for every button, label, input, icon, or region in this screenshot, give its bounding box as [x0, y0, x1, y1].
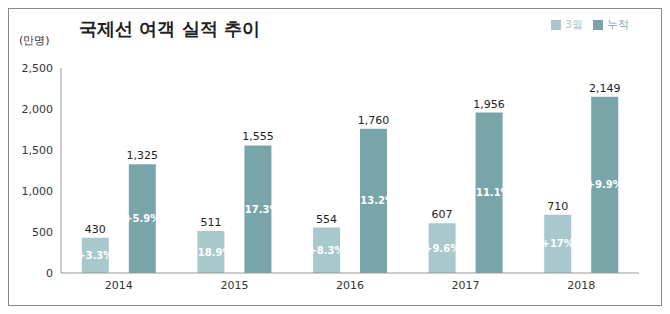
svg-text:1,325: 1,325 — [127, 149, 159, 162]
html-text:3월: 3월 — [565, 18, 583, 31]
svg-text:+3.3%: +3.3% — [77, 250, 113, 261]
svg-text:2016: 2016 — [336, 279, 364, 292]
svg-text:2014: 2014 — [105, 279, 133, 292]
svg-text:2017: 2017 — [452, 279, 480, 292]
svg-text:1,956: 1,956 — [473, 98, 505, 111]
svg-text:1,000: 1,000 — [22, 185, 54, 198]
svg-text:2018: 2018 — [567, 279, 595, 292]
svg-text:710: 710 — [547, 200, 568, 213]
svg-text:607: 607 — [432, 208, 453, 221]
svg-text:1,555: 1,555 — [242, 130, 274, 143]
svg-text:2,500: 2,500 — [22, 62, 54, 75]
svg-text:511: 511 — [200, 216, 221, 229]
svg-text:+17.3%: +17.3% — [236, 204, 279, 215]
svg-text:0: 0 — [46, 267, 53, 280]
svg-text:1,760: 1,760 — [358, 114, 390, 127]
svg-text:+8.3%: +8.3% — [308, 245, 344, 256]
svg-text:500: 500 — [32, 226, 53, 239]
svg-text:2015: 2015 — [220, 279, 248, 292]
svg-text:+9.6%: +9.6% — [424, 243, 460, 254]
svg-text:+13.2%: +13.2% — [352, 195, 395, 206]
svg-text:+5.9%: +5.9% — [124, 213, 160, 224]
html-text:누적: 누적 — [607, 18, 629, 31]
svg-text:2,149: 2,149 — [589, 82, 621, 95]
svg-text:+9.9%: +9.9% — [587, 179, 623, 190]
svg-text:+11.1%: +11.1% — [468, 187, 511, 198]
svg-text:430: 430 — [85, 223, 106, 236]
html-text:국제선 여객 실적 추이: 국제선 여객 실적 추이 — [79, 18, 260, 39]
svg-text:2,000: 2,000 — [22, 103, 54, 116]
svg-text:1,500: 1,500 — [22, 144, 54, 157]
svg-text:+17%: +17% — [542, 238, 574, 249]
svg-text:+18.9%: +18.9% — [189, 247, 232, 258]
svg-text:554: 554 — [316, 213, 337, 226]
html-text:(만명): (만명) — [19, 34, 50, 47]
